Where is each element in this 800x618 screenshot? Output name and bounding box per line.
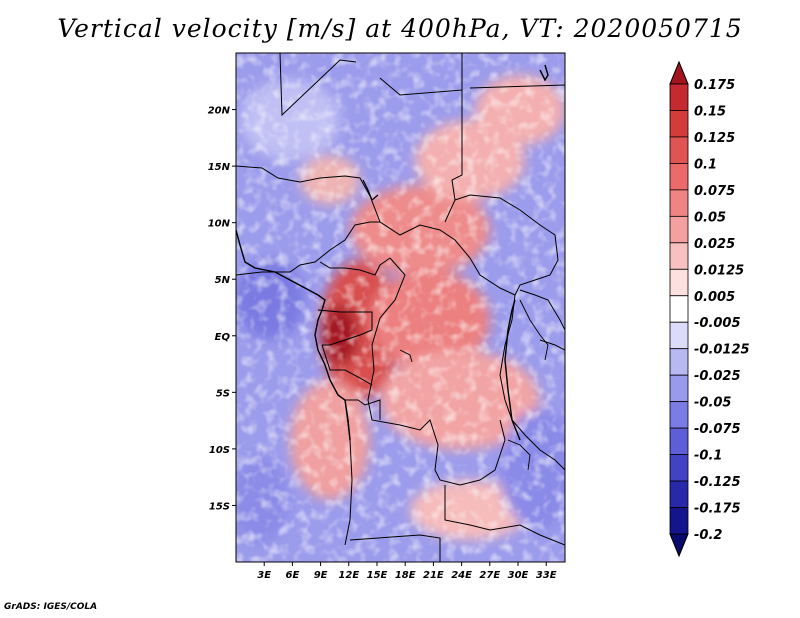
lat-tick-label: 15N: [208, 162, 231, 173]
colorbar-label: -0.1: [694, 449, 722, 464]
colorbar-label: 0.05: [694, 210, 726, 225]
lon-tick-label: 3E: [257, 570, 271, 581]
colorbar-label: -0.075: [694, 422, 741, 437]
lon-tick-label: 12E: [338, 570, 359, 581]
colorbar-label: 0.075: [694, 184, 735, 199]
colorbar-label: 0.15: [694, 104, 726, 119]
colorbar-swatch: [669, 110, 689, 138]
colorbar-swatch: [669, 189, 689, 217]
lon-tick-label: 9E: [314, 570, 328, 581]
colorbar-swatch: [669, 348, 689, 376]
lon-tick-label: 18E: [395, 570, 416, 581]
colorbar-swatch: [669, 454, 689, 482]
colorbar: 0.175 0.15 0.125 0.1 0.075 0.05 0.025 0.0125 0.0…: [669, 60, 750, 558]
colorbar-swatch: [669, 374, 689, 403]
colorbar-swatch: [669, 480, 689, 508]
colorbar-swatch: [669, 163, 689, 191]
colorbar-label: -0.175: [694, 502, 741, 517]
colorbar-swatch: [669, 427, 689, 455]
colorbar-label: 0.125: [694, 131, 735, 146]
velocity-field: [236, 53, 565, 562]
coastlines: [236, 64, 549, 471]
lat-tick-label: 20N: [208, 106, 231, 117]
lon-tick-label: 33E: [536, 570, 557, 581]
colorbar-swatch: [669, 268, 689, 297]
lon-tick-label: 27E: [479, 570, 500, 581]
colorbar-label: 0.0125: [694, 263, 744, 278]
lon-tick-label: 6E: [286, 570, 300, 581]
lon-tick-label: 15E: [367, 570, 388, 581]
country-borders: [236, 53, 565, 562]
colorbar-label: 0.025: [694, 237, 735, 252]
lat-tick-label: 5N: [215, 275, 231, 286]
lon-tick-label: 21E: [423, 570, 444, 581]
field-texture: [236, 53, 565, 562]
colorbar-label: 0.005: [694, 290, 735, 305]
colorbar-swatch: [669, 295, 689, 323]
colorbar-label: -0.2: [694, 528, 722, 543]
lon-tick-label: 24E: [451, 570, 472, 581]
lat-tick-label: EQ: [215, 332, 231, 343]
colorbar-swatch: [669, 215, 689, 244]
software-credit: GrADS: IGES/COLA: [4, 602, 98, 612]
map-frame: [235, 52, 566, 563]
colorbar-bottom-arrow: [669, 533, 689, 558]
colorbar-top-arrow: [669, 60, 689, 85]
lat-tick-label: 15S: [209, 501, 230, 512]
colorbar-swatch: [669, 136, 689, 164]
lon-tick-label: 30E: [508, 570, 529, 581]
colorbar-label: -0.025: [694, 369, 741, 384]
colorbar-swatch: [669, 242, 689, 270]
lat-tick-label: 5S: [216, 388, 230, 399]
colorbar-swatch: [669, 83, 689, 111]
colorbar-label: -0.05: [694, 396, 731, 411]
longitude-axis: 3E 6E 9E 12E 15E 18E 21E 24E 27E 30E 33E: [257, 562, 557, 581]
latitude-axis: 20N 15N 10N 5N EQ 5S 10S 15S: [208, 106, 236, 512]
colorbar-label: 0.1: [694, 157, 717, 172]
chart-title: Vertical velocity [m/s] at 400hPa, VT: 2…: [57, 14, 743, 43]
colorbar-label: -0.125: [694, 475, 741, 490]
colorbar-label: -0.0125: [694, 343, 750, 358]
colorbar-swatch: [669, 507, 689, 535]
colorbar-label: 0.175: [694, 78, 735, 93]
colorbar-label: -0.005: [694, 316, 741, 331]
lat-tick-label: 10N: [208, 219, 231, 230]
lat-tick-label: 10S: [209, 445, 230, 456]
colorbar-swatch: [669, 321, 689, 350]
colorbar-swatch: [669, 401, 689, 429]
